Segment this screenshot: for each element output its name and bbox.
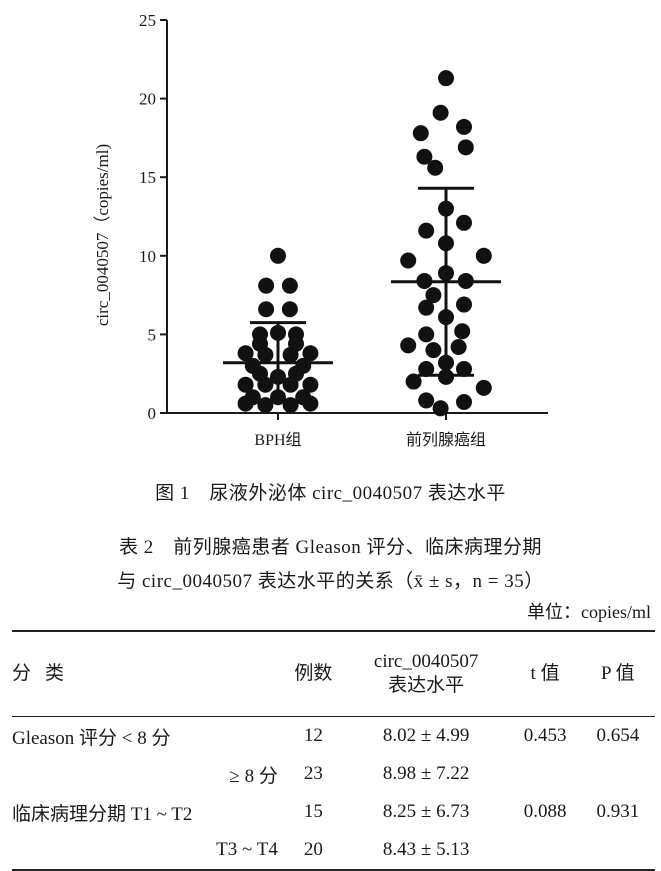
row-t <box>509 755 580 793</box>
data-point <box>438 368 454 385</box>
header-p-value: P 值 <box>601 663 635 684</box>
data-point <box>258 301 275 318</box>
data-point <box>454 323 471 340</box>
data-point <box>475 247 492 264</box>
data-point <box>418 360 435 377</box>
data-point <box>412 125 429 142</box>
row-count: 20 <box>303 839 323 860</box>
y-axis: 0 5 10 15 20 25 <box>139 11 168 423</box>
row-value: 8.43 ± 5.13 <box>382 839 470 860</box>
data-point <box>418 392 435 409</box>
data-point <box>400 252 417 269</box>
data-point <box>237 376 254 393</box>
y-tick-label: 25 <box>139 11 156 30</box>
header-count: 例数 <box>294 663 333 684</box>
data-point <box>457 139 474 156</box>
row-p <box>581 755 655 793</box>
data-point <box>456 296 472 313</box>
data-point <box>418 299 435 316</box>
header-category: 分类 <box>12 663 79 684</box>
table-row: T3 ~ T4 20 8.43 ± 5.13 <box>12 831 655 870</box>
header-expression-line1: circ_0040507 <box>373 651 479 672</box>
data-point <box>237 395 254 412</box>
row-value: 8.25 ± 6.73 <box>382 801 470 822</box>
data-point <box>281 301 298 318</box>
data-point <box>282 376 299 393</box>
data-point <box>427 159 444 176</box>
row-t: 0.088 <box>523 801 567 822</box>
data-point <box>257 346 274 363</box>
row-count: 12 <box>303 725 323 746</box>
row-value: 8.02 ± 4.99 <box>382 725 470 746</box>
table-header-row: 分类 例数 circ_0040507 表达水平 t 值 P 值 <box>12 631 655 717</box>
data-point <box>282 397 299 414</box>
data-point <box>257 376 274 393</box>
y-tick-label: 15 <box>139 168 156 187</box>
data-point <box>432 104 449 121</box>
row-category: Gleason 评分 < 8 分 <box>12 727 171 749</box>
data-point <box>258 277 275 294</box>
row-category: T3 ~ T4 <box>216 839 278 860</box>
row-t <box>509 831 580 870</box>
data-marks <box>223 70 501 417</box>
row-category: 临床病理分期 T1 ~ T2 <box>12 803 193 825</box>
data-point <box>416 148 433 165</box>
data-point <box>456 360 472 377</box>
data-point <box>418 326 435 343</box>
row-p <box>581 831 655 870</box>
table-title-line2: 与 circ_0040507 表达水平的关系（x̄ ± s，n = 35） <box>117 571 544 592</box>
header-t-value: t 值 <box>530 663 560 684</box>
y-tick-label: 20 <box>139 90 156 109</box>
data-point <box>456 214 472 231</box>
data-point <box>432 400 449 417</box>
figure-caption: 图 1 尿液外泌体 circ_0040507 表达水平 <box>155 483 506 504</box>
data-point <box>302 376 319 393</box>
data-point <box>400 337 417 354</box>
data-point <box>438 70 454 87</box>
row-p: 0.654 <box>596 725 640 746</box>
x-category-label-bph: BPH组 <box>254 431 301 449</box>
header-expression: circ_0040507 表达水平 <box>343 631 510 717</box>
y-tick-label: 5 <box>148 325 157 344</box>
y-tick-label: 0 <box>148 404 157 423</box>
header-expression-line2: 表达水平 <box>388 675 465 696</box>
data-point <box>425 287 442 304</box>
data-point <box>418 222 435 239</box>
data-point <box>405 373 422 390</box>
data-point <box>270 247 286 264</box>
row-count: 23 <box>303 763 323 784</box>
row-p: 0.931 <box>596 801 640 822</box>
data-point <box>302 395 319 412</box>
row-t: 0.453 <box>523 725 567 746</box>
data-point <box>257 397 274 414</box>
data-point <box>237 345 254 362</box>
data-point <box>302 345 319 362</box>
y-tick-label: 10 <box>139 247 156 266</box>
data-point <box>456 118 472 135</box>
table-title-line1: 表 2 前列腺癌患者 Gleason 评分、临床病理分期 <box>118 537 542 558</box>
data-point <box>456 393 472 410</box>
data-point <box>425 342 442 359</box>
row-count: 15 <box>303 801 323 822</box>
row-value: 8.98 ± 7.22 <box>382 763 470 784</box>
table-row: 临床病理分期 T1 ~ T2 15 8.25 ± 6.73 0.088 0.93… <box>12 793 655 831</box>
data-point <box>450 338 467 355</box>
data-point <box>475 379 492 396</box>
table-row: ≥ 8 分 23 8.98 ± 7.22 <box>12 755 655 793</box>
data-point <box>281 277 298 294</box>
row-category: ≥ 8 分 <box>229 765 278 787</box>
table-row: Gleason 评分 < 8 分 12 8.02 ± 4.99 0.453 0.… <box>12 717 655 756</box>
table-unit: 单位：copies/ml <box>527 602 651 622</box>
y-axis-label: circ_0040507（copies/ml) <box>93 144 112 326</box>
data-point <box>282 346 299 363</box>
data-table: 分类 例数 circ_0040507 表达水平 t 值 P 值 Gleason … <box>12 630 655 871</box>
x-category-label-cancer: 前列腺癌组 <box>406 431 486 449</box>
